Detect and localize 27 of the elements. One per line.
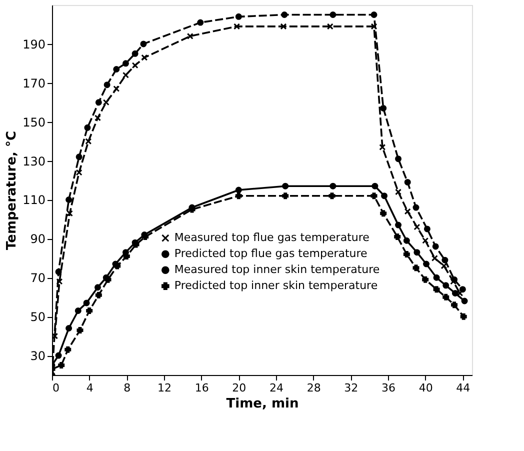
x-tick-label: 36	[382, 382, 396, 394]
legend-label: Predicted top inner skin temperature	[174, 279, 378, 292]
x-tick-label: 4	[86, 382, 94, 394]
x-tick-label: 28	[306, 382, 321, 394]
y-tick-label: 30	[30, 349, 46, 364]
y-tick-label: 150	[22, 115, 46, 130]
y-tick-label: 90	[30, 232, 46, 246]
y-axis-title: Temperature, °C	[4, 130, 20, 250]
x-tick-label: 8	[124, 382, 131, 394]
y-tick-label: 170	[22, 76, 46, 90]
x-tick-label: 24	[270, 382, 284, 394]
legend-label: Predicted top flue gas temperature	[174, 247, 368, 260]
x-tick-label: 20	[232, 382, 246, 394]
y-tick-label: 190	[22, 37, 46, 52]
y-tick-label: 50	[30, 310, 46, 324]
x-tick-label: 44	[456, 382, 470, 394]
x-tick-label: 40	[418, 382, 433, 394]
x-tick-label: 32	[344, 382, 358, 394]
y-tick-label: 70	[30, 271, 46, 286]
y-tick-label: 130	[22, 154, 46, 168]
x-tick-label: 12	[158, 382, 172, 394]
y-tick-label: 110	[22, 193, 46, 208]
x-tick-label: 0	[52, 382, 60, 394]
x-tick-label: 16	[194, 382, 209, 394]
x-axis-title: Time, min	[226, 396, 299, 412]
legend-label: Measured top flue gas temperature	[174, 231, 370, 244]
legend-label: Measured top inner skin temperature	[174, 263, 380, 276]
